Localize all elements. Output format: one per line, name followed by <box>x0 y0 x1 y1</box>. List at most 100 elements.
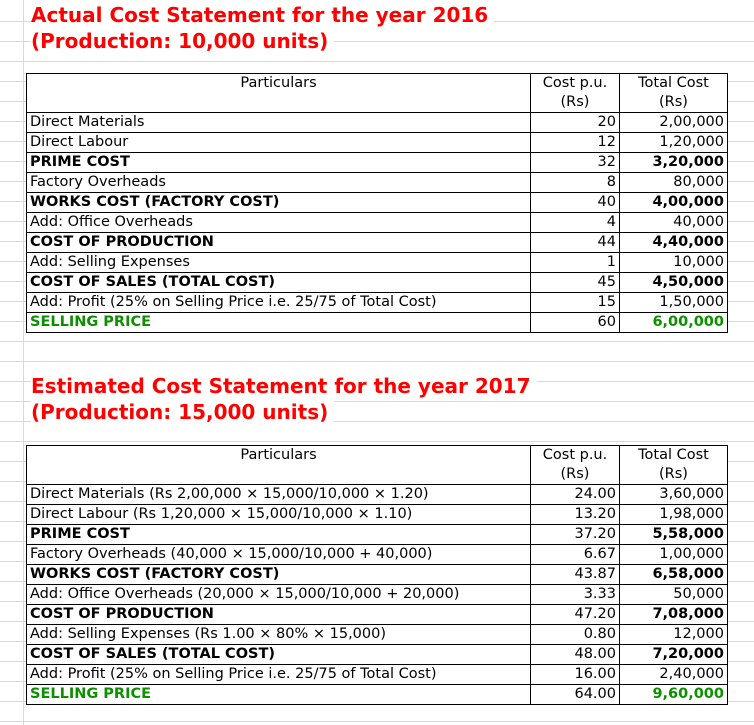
header-cost-per-unit: Cost p.u. <box>530 445 620 465</box>
row-total-cost: 3,60,000 <box>619 484 728 505</box>
row-label: PRIME COST <box>26 152 531 173</box>
row-label: Direct Labour <box>26 132 531 153</box>
row-cost-per-unit: 45 <box>530 272 620 293</box>
header-cost-per-unit-unit: (Rs) <box>530 93 620 113</box>
table-row-subtotal: WORKS COST (FACTORY COST) 43.87 6,58,000 <box>26 564 728 585</box>
estimated-title-line1: Estimated Cost Statement for the year 20… <box>31 373 537 399</box>
row-total-cost: 7,08,000 <box>619 604 728 625</box>
row-total-cost: 4,50,000 <box>619 272 728 293</box>
row-cost-per-unit: 15 <box>530 292 620 313</box>
row-label: SELLING PRICE <box>26 312 531 333</box>
row-cost-per-unit: 37.20 <box>530 524 620 545</box>
row-cost-per-unit: 1 <box>530 252 620 273</box>
row-total-cost: 80,000 <box>619 172 728 193</box>
table-row: Add: Profit (25% on Selling Price i.e. 2… <box>26 292 728 313</box>
table-row-subtotal: PRIME COST 37.20 5,58,000 <box>26 524 728 545</box>
row-cost-per-unit: 47.20 <box>530 604 620 625</box>
estimated-cost-table: Particulars Cost p.u. Total Cost (Rs) (R… <box>26 445 728 705</box>
table-row-selling-price: SELLING PRICE 64.00 9,60,000 <box>26 684 728 705</box>
row-cost-per-unit: 4 <box>530 212 620 233</box>
row-total-cost: 2,00,000 <box>619 112 728 133</box>
row-total-cost: 1,20,000 <box>619 132 728 153</box>
header-total-cost: Total Cost <box>619 73 728 93</box>
header-cost-per-unit-unit: (Rs) <box>530 465 620 485</box>
table-header-row: Particulars Cost p.u. Total Cost <box>26 445 728 485</box>
table-row-subtotal: COST OF SALES (TOTAL COST) 45 4,50,000 <box>26 272 728 293</box>
row-label: COST OF SALES (TOTAL COST) <box>26 272 531 293</box>
row-total-cost: 9,60,000 <box>619 684 728 705</box>
table-row: Factory Overheads (40,000 × 15,000/10,00… <box>26 544 728 565</box>
table-row: Factory Overheads 8 80,000 <box>26 172 728 193</box>
row-cost-per-unit: 0.80 <box>530 624 620 645</box>
row-label: Direct Materials (Rs 2,00,000 × 15,000/1… <box>26 484 531 505</box>
header-particulars: Particulars <box>26 445 531 485</box>
row-label: Add: Selling Expenses <box>26 252 531 273</box>
row-total-cost: 12,000 <box>619 624 728 645</box>
row-label: Add: Profit (25% on Selling Price i.e. 2… <box>26 292 531 313</box>
table-row-subtotal: WORKS COST (FACTORY COST) 40 4,00,000 <box>26 192 728 213</box>
row-cost-per-unit: 24.00 <box>530 484 620 505</box>
row-cost-per-unit: 20 <box>530 112 620 133</box>
row-cost-per-unit: 43.87 <box>530 564 620 585</box>
row-label: Add: Office Overheads (20,000 × 15,000/1… <box>26 584 531 605</box>
row-label: PRIME COST <box>26 524 531 545</box>
table-row: Add: Profit (25% on Selling Price i.e. 2… <box>26 664 728 685</box>
row-cost-per-unit: 8 <box>530 172 620 193</box>
row-label: Factory Overheads (40,000 × 15,000/10,00… <box>26 544 531 565</box>
table-header-row: Particulars Cost p.u. Total Cost <box>26 73 728 113</box>
table-row: Add: Office Overheads (20,000 × 15,000/1… <box>26 584 728 605</box>
table-header-row: (Rs) (Rs) <box>27 93 728 113</box>
row-cost-per-unit: 3.33 <box>530 584 620 605</box>
row-label: WORKS COST (FACTORY COST) <box>26 192 531 213</box>
row-label: Add: Office Overheads <box>26 212 531 233</box>
actual-title-line2: (Production: 10,000 units) <box>31 28 335 54</box>
row-label: COST OF SALES (TOTAL COST) <box>26 644 531 665</box>
row-total-cost: 4,00,000 <box>619 192 728 213</box>
row-label: WORKS COST (FACTORY COST) <box>26 564 531 585</box>
table-row-subtotal: COST OF PRODUCTION 44 4,40,000 <box>26 232 728 253</box>
row-total-cost: 1,00,000 <box>619 544 728 565</box>
row-total-cost: 50,000 <box>619 584 728 605</box>
row-cost-per-unit: 16.00 <box>530 664 620 685</box>
header-particulars: Particulars <box>26 73 531 113</box>
row-total-cost: 1,98,000 <box>619 504 728 525</box>
table-row: Add: Office Overheads 4 40,000 <box>26 212 728 233</box>
row-cost-per-unit: 12 <box>530 132 620 153</box>
row-cost-per-unit: 13.20 <box>530 504 620 525</box>
row-cost-per-unit: 32 <box>530 152 620 173</box>
header-total-cost: Total Cost <box>619 445 728 465</box>
row-cost-per-unit: 60 <box>530 312 620 333</box>
actual-cost-table: Particulars Cost p.u. Total Cost (Rs) (R… <box>26 73 728 333</box>
row-cost-per-unit: 44 <box>530 232 620 253</box>
table-row-subtotal: PRIME COST 32 3,20,000 <box>26 152 728 173</box>
row-label: SELLING PRICE <box>26 684 531 705</box>
header-total-cost-unit: (Rs) <box>619 465 728 485</box>
row-label: Direct Materials <box>26 112 531 133</box>
row-total-cost: 4,40,000 <box>619 232 728 253</box>
row-total-cost: 6,00,000 <box>619 312 728 333</box>
row-cost-per-unit: 40 <box>530 192 620 213</box>
header-cost-per-unit: Cost p.u. <box>530 73 620 93</box>
row-label: COST OF PRODUCTION <box>26 232 531 253</box>
row-total-cost: 40,000 <box>619 212 728 233</box>
row-cost-per-unit: 64.00 <box>530 684 620 705</box>
row-label: Add: Profit (25% on Selling Price i.e. 2… <box>26 664 531 685</box>
estimated-title-line2: (Production: 15,000 units) <box>31 399 335 425</box>
table-row-selling-price: SELLING PRICE 60 6,00,000 <box>26 312 728 333</box>
row-total-cost: 10,000 <box>619 252 728 273</box>
header-total-cost-unit: (Rs) <box>619 93 728 113</box>
row-label: COST OF PRODUCTION <box>26 604 531 625</box>
actual-title-line1: Actual Cost Statement for the year 2016 <box>31 2 495 28</box>
row-total-cost: 5,58,000 <box>619 524 728 545</box>
row-total-cost: 1,50,000 <box>619 292 728 313</box>
table-row: Add: Selling Expenses 1 10,000 <box>26 252 728 273</box>
table-row: Direct Labour 12 1,20,000 <box>26 132 728 153</box>
row-cost-per-unit: 48.00 <box>530 644 620 665</box>
table-row-subtotal: COST OF SALES (TOTAL COST) 48.00 7,20,00… <box>26 644 728 665</box>
row-label: Direct Labour (Rs 1,20,000 × 15,000/10,0… <box>26 504 531 525</box>
row-label: Add: Selling Expenses (Rs 1.00 × 80% × 1… <box>26 624 531 645</box>
row-cost-per-unit: 6.67 <box>530 544 620 565</box>
table-row: Direct Materials (Rs 2,00,000 × 15,000/1… <box>26 484 728 505</box>
row-total-cost: 3,20,000 <box>619 152 728 173</box>
row-total-cost: 2,40,000 <box>619 664 728 685</box>
